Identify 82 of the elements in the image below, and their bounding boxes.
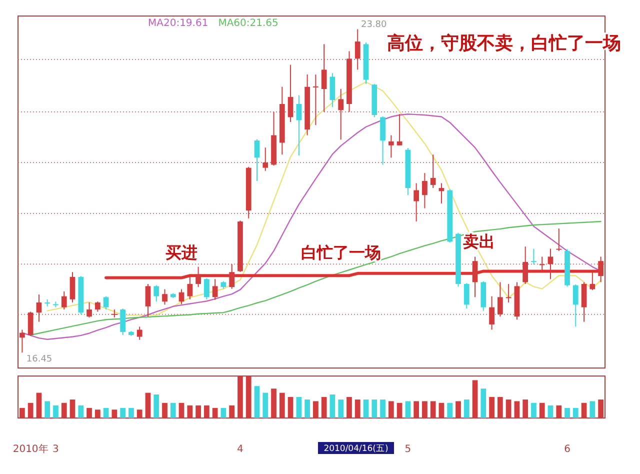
bar: [44, 401, 50, 418]
bar: [220, 408, 226, 418]
x-tick-label: 6: [564, 444, 570, 455]
bar: [380, 400, 386, 418]
bar: [61, 402, 67, 418]
x-tick-label: 2010年: [12, 443, 48, 455]
bar: [590, 401, 596, 418]
annotation: 买进: [166, 243, 198, 262]
bar: [70, 400, 76, 418]
bar: [572, 408, 578, 418]
bar: [204, 405, 210, 418]
bar: [145, 392, 151, 418]
bar: [346, 397, 352, 418]
bar: [170, 402, 176, 418]
x-tick-label: 3: [52, 444, 59, 455]
bar: [489, 397, 494, 418]
bar: [78, 405, 84, 418]
bar: [112, 410, 118, 418]
bar: [464, 400, 470, 418]
text: MA60:21.65: [218, 18, 278, 29]
bar: [246, 376, 252, 418]
bar: [229, 405, 235, 418]
bar: [262, 392, 268, 418]
bar: [238, 376, 243, 418]
bar: [321, 397, 327, 418]
bar: [388, 401, 394, 418]
bar: [354, 400, 360, 418]
bar: [86, 408, 92, 418]
bar: [330, 394, 336, 418]
bar: [94, 410, 100, 418]
bar: [564, 408, 570, 418]
bar: [447, 402, 453, 418]
bar: [456, 401, 461, 418]
bar: [154, 394, 160, 418]
bar: [506, 400, 512, 418]
bar: [288, 397, 294, 418]
annotation: 23.80: [360, 20, 388, 30]
bar: [271, 388, 276, 418]
bar: [539, 402, 545, 418]
text: MA20:19.61: [148, 18, 208, 29]
bar: [212, 408, 218, 418]
bar: [120, 408, 126, 418]
bar: [196, 405, 201, 418]
bar: [296, 397, 302, 418]
bar: [36, 392, 42, 418]
bar: [372, 400, 378, 418]
bar: [162, 402, 168, 418]
bar: [514, 401, 520, 418]
bar: [279, 392, 285, 418]
bar: [438, 402, 444, 418]
bar: [422, 401, 428, 418]
bar: [480, 388, 486, 418]
bar: [187, 405, 193, 418]
bar: [430, 401, 436, 418]
bar: [531, 402, 536, 418]
bar: [304, 400, 310, 418]
x-tick-label: 5: [404, 444, 412, 455]
bar: [581, 402, 587, 418]
bar: [522, 400, 528, 418]
bar: [396, 402, 402, 418]
bar: [103, 408, 109, 418]
annotation: 16.45: [26, 354, 52, 364]
text: 2010/04/16(五): [324, 444, 388, 454]
x-tick-label: 4: [237, 444, 244, 455]
bar: [128, 408, 134, 418]
bar: [414, 401, 420, 418]
annotation: 白忙了一场: [300, 243, 381, 262]
bar: [556, 405, 562, 418]
bar: [338, 400, 344, 418]
bar: [28, 402, 34, 418]
bar: [405, 401, 411, 418]
bar: [548, 405, 554, 418]
bar: [254, 386, 260, 418]
bar: [472, 380, 478, 418]
bar: [136, 410, 142, 418]
bar: [497, 397, 503, 418]
bar: [363, 400, 369, 418]
bar: [53, 405, 58, 418]
bar: [178, 402, 184, 418]
bar: [20, 408, 25, 418]
bar: [313, 401, 318, 418]
bar: [598, 400, 604, 418]
